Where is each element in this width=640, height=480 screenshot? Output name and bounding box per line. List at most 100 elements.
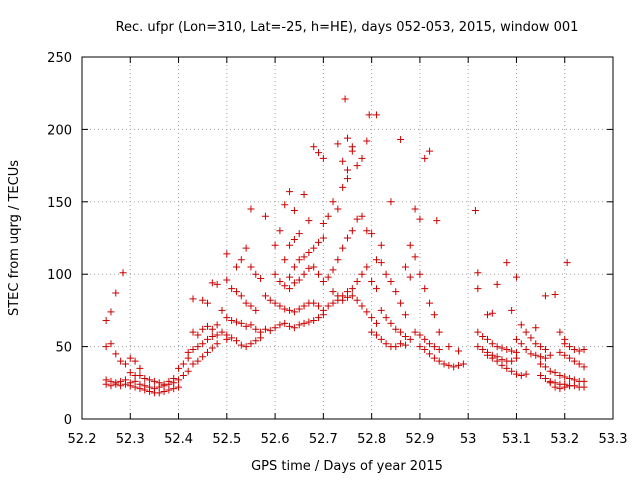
data-point [324, 273, 332, 281]
data-point [358, 154, 366, 162]
data-point [310, 263, 318, 271]
data-point [228, 334, 236, 342]
data-point [474, 343, 482, 351]
data-point [319, 234, 327, 242]
data-point [170, 385, 178, 393]
data-point [117, 357, 125, 365]
data-point [199, 353, 207, 361]
y-tick-label: 250 [47, 51, 72, 66]
data-point [252, 337, 260, 345]
data-point [310, 143, 318, 151]
data-point [204, 322, 212, 330]
data-point [146, 376, 154, 384]
data-point [204, 335, 212, 343]
data-point [556, 372, 564, 380]
data-point [416, 331, 424, 339]
data-point [401, 341, 409, 349]
data-point [416, 270, 424, 278]
x-tick-label: 52.5 [212, 432, 241, 447]
y-tick-label: 200 [47, 123, 72, 138]
data-point [493, 357, 501, 365]
data-point [194, 331, 202, 339]
data-point [141, 386, 149, 394]
data-point [406, 273, 414, 281]
data-point [363, 263, 371, 271]
data-point [348, 227, 356, 235]
data-point [136, 364, 144, 372]
data-point [189, 345, 197, 353]
data-point [112, 380, 120, 388]
data-point [344, 134, 351, 142]
data-point [392, 325, 400, 333]
data-point [570, 345, 578, 353]
data-point [107, 340, 115, 348]
data-point [406, 335, 414, 343]
data-point [508, 347, 516, 355]
data-point [257, 275, 265, 283]
data-point [261, 325, 269, 333]
data-point [551, 383, 559, 391]
data-point [305, 248, 313, 256]
data-point [271, 241, 279, 249]
data-point [160, 380, 168, 388]
data-point [295, 321, 303, 329]
data-point [382, 270, 390, 278]
data-point [305, 264, 313, 272]
data-point [512, 354, 520, 362]
data-point [556, 328, 564, 336]
data-point [430, 354, 438, 362]
data-point [546, 351, 554, 359]
data-point [365, 111, 373, 119]
data-point [541, 354, 549, 362]
data-point [305, 217, 313, 225]
data-point [286, 241, 294, 249]
data-point [508, 367, 516, 375]
data-point [319, 154, 327, 162]
data-point [455, 361, 463, 369]
data-point [483, 335, 491, 343]
data-point [353, 296, 361, 304]
data-point [561, 383, 569, 391]
data-point [563, 259, 571, 267]
data-point [315, 270, 323, 278]
data-point [290, 279, 298, 287]
data-point [319, 277, 327, 285]
data-point [131, 383, 139, 391]
data-point [401, 263, 409, 271]
data-point [261, 212, 269, 220]
data-point [300, 319, 308, 327]
data-point [348, 285, 356, 293]
data-point [223, 276, 231, 284]
x-tick-label: 53.1 [502, 432, 531, 447]
data-point [126, 382, 134, 390]
data-point [430, 343, 438, 351]
data-point [252, 270, 260, 278]
data-point [175, 364, 183, 372]
data-point [532, 351, 540, 359]
data-point [286, 322, 294, 330]
data-point [522, 345, 530, 353]
data-point [204, 348, 212, 356]
data-point [131, 357, 139, 365]
data-point [295, 276, 303, 284]
data-point [319, 306, 327, 314]
data-point [512, 273, 520, 281]
data-point [232, 288, 240, 296]
data-point [397, 299, 405, 307]
data-point [459, 360, 467, 368]
data-point [493, 343, 501, 351]
data-point [488, 340, 496, 348]
data-point [363, 227, 371, 235]
data-point [194, 357, 202, 365]
data-point [537, 353, 545, 361]
data-point [329, 299, 337, 307]
data-point [290, 235, 298, 243]
data-point [315, 302, 323, 310]
data-point [179, 360, 187, 368]
data-point [541, 292, 549, 300]
data-point [276, 302, 284, 310]
data-point [339, 157, 347, 165]
data-point [537, 360, 545, 368]
data-point [474, 285, 482, 293]
data-point [546, 367, 554, 375]
